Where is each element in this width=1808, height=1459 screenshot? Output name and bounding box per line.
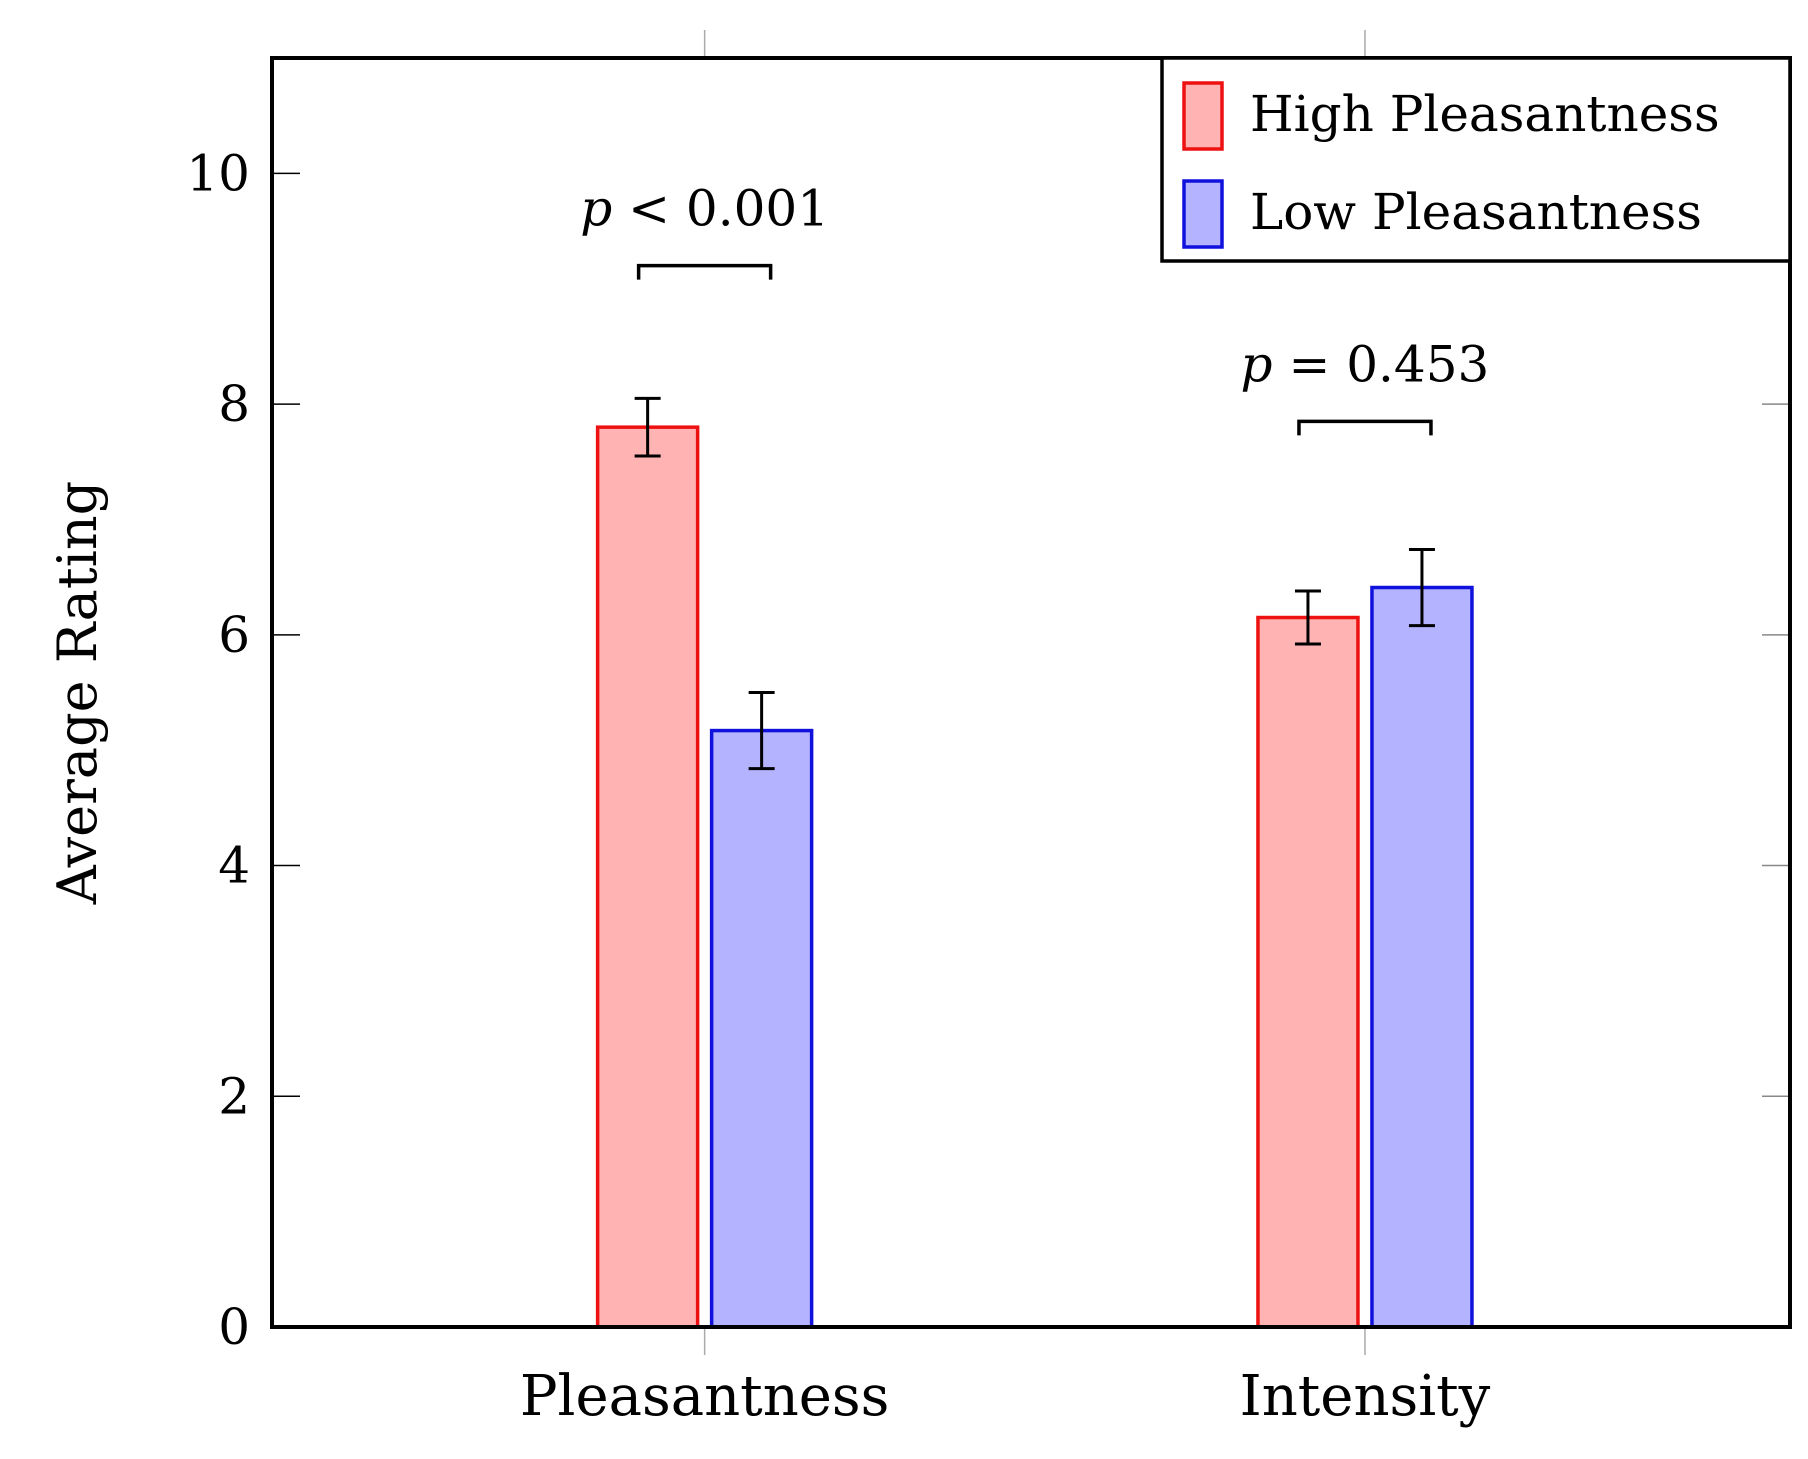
plot-frame (270, 56, 1792, 1329)
p-value-annotation: p < 0.001 (580, 180, 829, 238)
p-value-annotation: p = 0.453 (1241, 335, 1490, 393)
p-value-text: = 0.453 (1273, 335, 1490, 393)
bar-high-intensity (1256, 615, 1360, 1329)
y-tick-label: 2 (218, 1067, 250, 1125)
significance-bracket (1297, 419, 1433, 436)
p-symbol: p (1241, 335, 1273, 393)
bar-low-pleasantness (709, 728, 814, 1329)
y-tick-label: 10 (186, 144, 250, 202)
y-tick-label: 4 (218, 837, 250, 895)
error-bars (634, 396, 1435, 771)
x-category-label: Pleasantness (520, 1364, 890, 1429)
bars (595, 425, 1474, 1329)
p-symbol: p (580, 180, 612, 238)
x-category-label: Intensity (1240, 1364, 1491, 1429)
y-axis-title: Average Rating (46, 481, 109, 905)
legend-label: High Pleasantness (1250, 85, 1720, 143)
legend-box (1160, 56, 1792, 263)
p-value-text: < 0.001 (612, 180, 829, 238)
legend-swatch-low (1182, 179, 1224, 249)
legend-label: Low Pleasantness (1250, 183, 1702, 241)
significance-bracket (636, 263, 773, 280)
legend-swatch-high (1182, 81, 1224, 151)
category-labels: Pleasantness Intensity (520, 1364, 1491, 1429)
legend: High Pleasantness Low Pleasantness (1160, 56, 1792, 263)
bar-low-intensity (1370, 585, 1474, 1329)
y-tick-label: 6 (218, 606, 250, 664)
y-tick-labels: 0 2 4 6 8 10 (186, 144, 250, 1356)
y-tick-label: 8 (218, 375, 250, 433)
y-tick-label: 0 (218, 1298, 250, 1356)
bar-high-pleasantness (595, 425, 700, 1329)
